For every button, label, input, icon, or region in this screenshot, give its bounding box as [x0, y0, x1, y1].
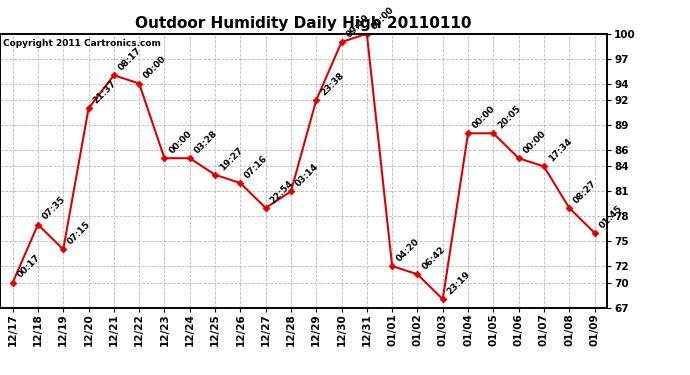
Text: 06:42: 06:42	[420, 245, 447, 272]
Text: 04:20: 04:20	[395, 237, 422, 263]
Text: 08:27: 08:27	[572, 178, 599, 205]
Text: 17:34: 17:34	[546, 137, 573, 164]
Text: 08:17: 08:17	[117, 46, 144, 72]
Text: 00:17: 00:17	[15, 254, 42, 280]
Text: 00:00: 00:00	[471, 104, 497, 130]
Title: Outdoor Humidity Daily High 20110110: Outdoor Humidity Daily High 20110110	[135, 16, 472, 31]
Text: 00:00: 00:00	[522, 129, 548, 155]
Text: 00:00: 00:00	[370, 5, 396, 31]
Text: Copyright 2011 Cartronics.com: Copyright 2011 Cartronics.com	[3, 39, 161, 48]
Text: 23:38: 23:38	[319, 71, 346, 98]
Text: 07:16: 07:16	[243, 154, 270, 180]
Text: 00:00: 00:00	[167, 129, 193, 155]
Text: 03:14: 03:14	[294, 162, 320, 189]
Text: 03:28: 03:28	[193, 129, 219, 155]
Text: 00:00: 00:00	[142, 54, 168, 81]
Text: 21:37: 21:37	[91, 79, 118, 106]
Text: 20:05: 20:05	[496, 104, 522, 130]
Text: 09:49: 09:49	[344, 12, 371, 39]
Text: 07:35: 07:35	[41, 195, 68, 222]
Text: 01:45: 01:45	[598, 204, 624, 230]
Text: 19:27: 19:27	[218, 145, 245, 172]
Text: 23:19: 23:19	[446, 270, 472, 296]
Text: 22:54: 22:54	[268, 178, 295, 205]
Text: 07:15: 07:15	[66, 220, 92, 247]
